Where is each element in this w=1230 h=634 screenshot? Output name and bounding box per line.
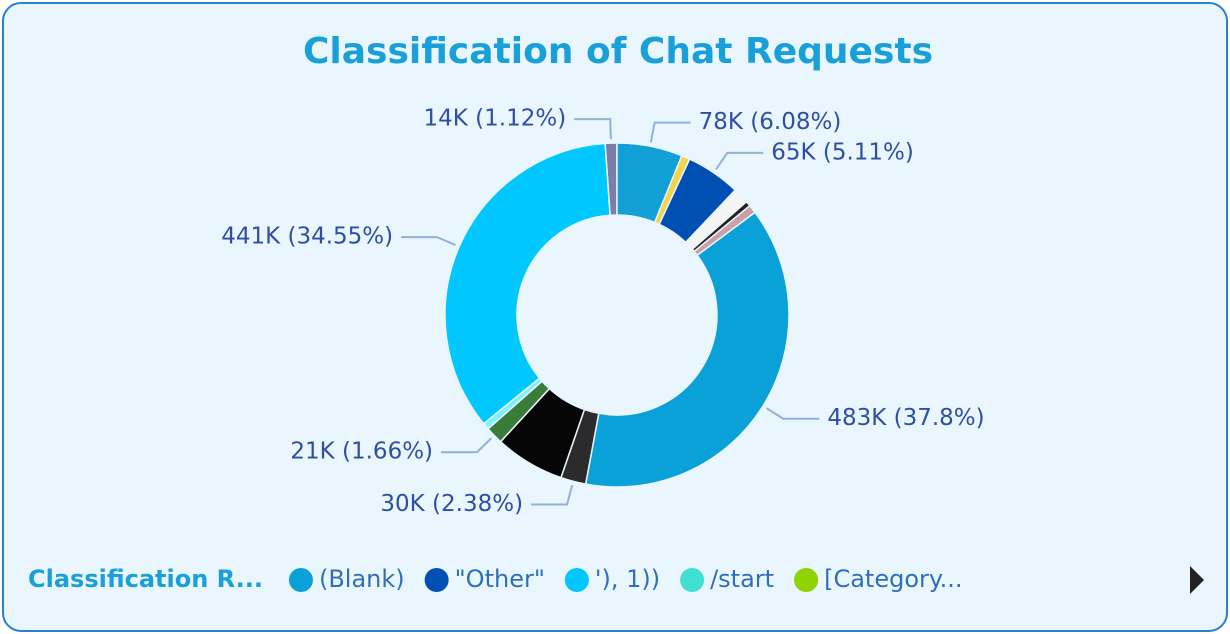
data-label: 483K (37.8%) — [827, 405, 984, 431]
leader-line — [765, 407, 820, 420]
donut-slice — [444, 142, 611, 425]
legend-marker — [680, 568, 705, 592]
leader-line — [531, 484, 574, 506]
legend-label: "Other" — [455, 565, 545, 593]
leader-line — [649, 121, 691, 143]
legend-title: Classification R... — [28, 565, 263, 593]
donut-slice — [584, 211, 790, 488]
legend-label: /start — [710, 565, 774, 593]
leader-line — [574, 118, 612, 140]
data-label: 78K (6.08%) — [699, 109, 842, 135]
legend-label: '), 1)) — [595, 565, 660, 593]
chart-title: Classification of Chat Requests — [303, 31, 933, 72]
leader-line — [715, 151, 764, 171]
leader-line — [441, 437, 493, 454]
data-label: 14K (1.12%) — [424, 106, 567, 132]
data-label: 30K (2.38%) — [380, 491, 523, 517]
data-label: 65K (5.11%) — [771, 139, 914, 165]
data-label: 441K (34.55%) — [221, 224, 393, 250]
legend-label: [Category... — [824, 565, 962, 593]
data-label: 21K (1.66%) — [290, 439, 433, 465]
legend-marker — [794, 568, 819, 592]
legend-label: (Blank) — [319, 565, 405, 593]
legend-marker — [288, 568, 313, 592]
leader-line — [401, 236, 456, 246]
legend-next-arrow[interactable] — [1190, 566, 1204, 594]
legend-marker — [424, 568, 449, 592]
legend-marker — [564, 568, 589, 592]
